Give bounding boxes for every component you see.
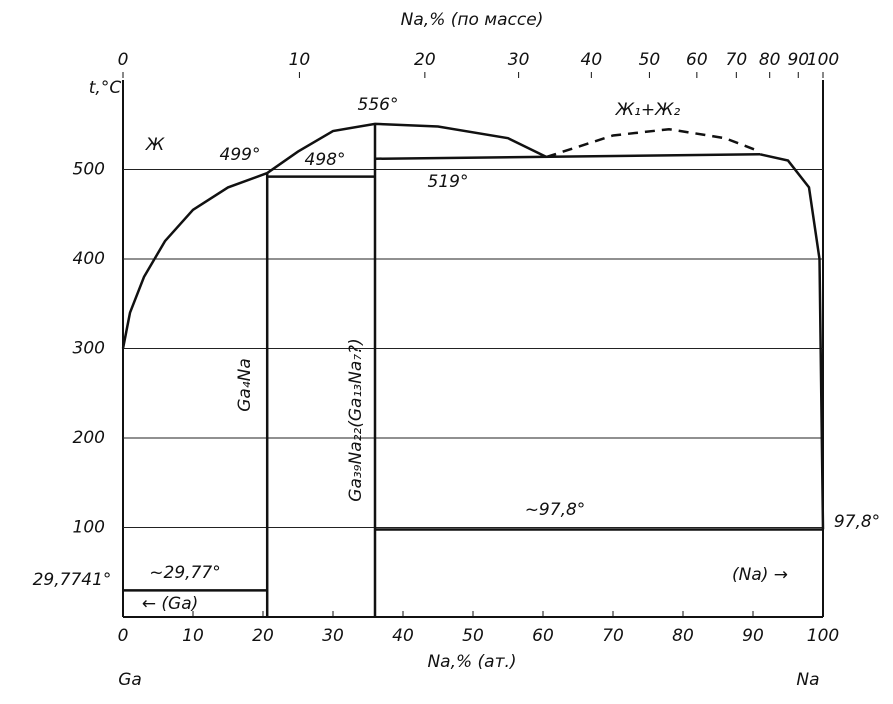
x-tick-label: 50 [462,626,484,646]
x-tick-label: 10 [182,626,204,646]
x2-tick-label: 80 [759,50,781,70]
x2-tick-label: 20 [414,50,436,70]
x2-tick-label: 90 [787,50,809,70]
annotation: Ga [118,670,142,690]
x-tick-label: 70 [602,626,624,646]
annotation: Ж [145,135,165,155]
phase-line [374,153,761,161]
x2-tick-label: 50 [639,50,661,70]
annotation: 97,8° [834,512,880,532]
x-tick-label: 90 [742,626,764,646]
x2-tick-label: 30 [508,50,530,70]
x-tick-label: 30 [322,626,344,646]
annotation: ← (Ga) [142,594,199,614]
x-tick-label: 0 [118,626,129,646]
y-tick-label: 300 [73,339,105,359]
x-tick-label: 80 [672,626,694,646]
y-tick-label: 400 [73,249,105,269]
x-tick-label: 100 [807,626,839,646]
annotation: Na [796,670,819,690]
annotation: Ga₄Na [235,358,255,412]
phase-line [546,127,761,159]
x2-tick-label: 70 [726,50,748,70]
x2-tick-label: 60 [686,50,708,70]
y-tick-label: 500 [73,160,105,180]
y-tick-label: 100 [73,518,105,538]
x2-tick-label: 10 [289,50,311,70]
x2-axis-label: Na,% (по массе) [401,10,544,30]
y-tick-label: 200 [73,428,105,448]
x2-tick-label: 0 [118,50,129,70]
x2-tick-label: 40 [581,50,603,70]
annotation: (Na) → [732,565,788,585]
x-tick-label: 20 [252,626,274,646]
phase-line [759,153,825,530]
annotation: 519° [428,172,469,192]
annotation: 498° [305,150,346,170]
y-axis-label: t,°C [89,78,122,98]
annotation: 556° [358,95,399,115]
annotation: 29,7741° [33,570,112,590]
annotation: Ga₃₉Na₂₂(Ga₁₃Na₇?) [346,338,366,501]
x2-tick-label: 100 [807,50,839,70]
x-tick-label: 60 [532,626,554,646]
annotation: ~29,77° [149,563,220,583]
phase-line [121,171,268,349]
x-axis-label: Na,% (ат.) [427,652,516,672]
annotation: ~97,8° [525,500,586,520]
annotation: Ж₁+Ж₂ [615,100,681,120]
x-tick-label: 40 [392,626,414,646]
annotation: 499° [220,145,261,165]
